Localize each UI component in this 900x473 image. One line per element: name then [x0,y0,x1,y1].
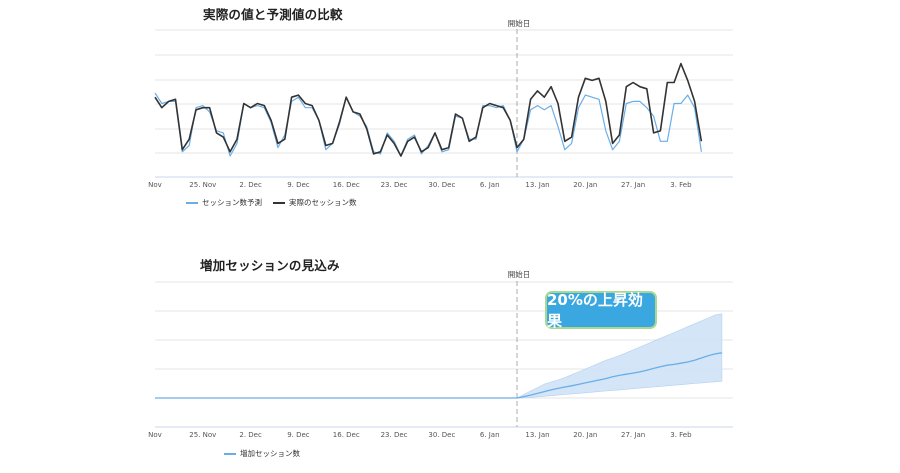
x-tick-label-0-2: 2. Dec [239,181,262,189]
legend-label-incremental: 増加セッション数 [240,449,300,458]
x-tick-label-1-1: 25. Nov [189,431,216,439]
x-tick-label-0-4: 16. Dec [333,181,360,189]
legend-item-incremental[interactable]: 増加セッション数 [224,448,300,459]
x-tick-label-1-9: 20. Jan [573,431,597,439]
x-tick-label-1-7: 6. Jan [480,431,500,439]
x-tick-label-1-5: 23. Dec [381,431,408,439]
chart2-title: 増加セッションの見込み [200,258,340,273]
x-tick-label-0-7: 6. Jan [480,181,500,189]
x-tick-label-0-0: Nov [148,181,162,189]
x-tick-label-0-1: 25. Nov [189,181,216,189]
legend-label-forecast: セッション数予測 [202,198,262,207]
x-tick-label-1-11: 3. Feb [670,431,692,439]
legend-label-actual: 実際のセッション数 [289,198,357,207]
x-tick-label-1-3: 9. Dec [287,431,310,439]
uplift-annotation-badge: 20%の上昇効果 [545,291,657,330]
x-tick-label-0-5: 23. Dec [381,181,408,189]
x-tick-label-0-10: 27. Jan [621,181,645,189]
x-tick-label-0-8: 13. Jan [525,181,549,189]
legend-swatch-incremental [224,452,236,455]
x-tick-label-1-10: 27. Jan [621,431,645,439]
x-tick-label-1-2: 2. Dec [239,431,262,439]
start-marker-label-1: 開始日 [508,269,531,279]
series-line-0-1 [154,62,703,157]
confidence-band [516,313,723,399]
x-tick-label-1-6: 30. Dec [428,431,455,439]
x-tick-label-0-11: 3. Feb [670,181,692,189]
x-tick-label-1-0: Nov [148,431,162,439]
x-tick-label-1-8: 13. Jan [525,431,549,439]
incremental-line [516,352,723,399]
start-marker-label-0: 開始日 [508,18,531,28]
legend-swatch-forecast [186,201,198,204]
x-tick-label-0-3: 9. Dec [287,181,310,189]
x-tick-label-1-4: 16. Dec [333,431,360,439]
legend-item-forecast[interactable]: セッション数予測 [186,197,262,208]
x-tick-label-0-9: 20. Jan [573,181,597,189]
chart1-title: 実際の値と予測値の比較 [203,7,343,22]
legend-item-actual[interactable]: 実際のセッション数 [273,197,357,208]
legend-swatch-actual [273,201,285,204]
x-tick-label-0-6: 30. Dec [428,181,455,189]
